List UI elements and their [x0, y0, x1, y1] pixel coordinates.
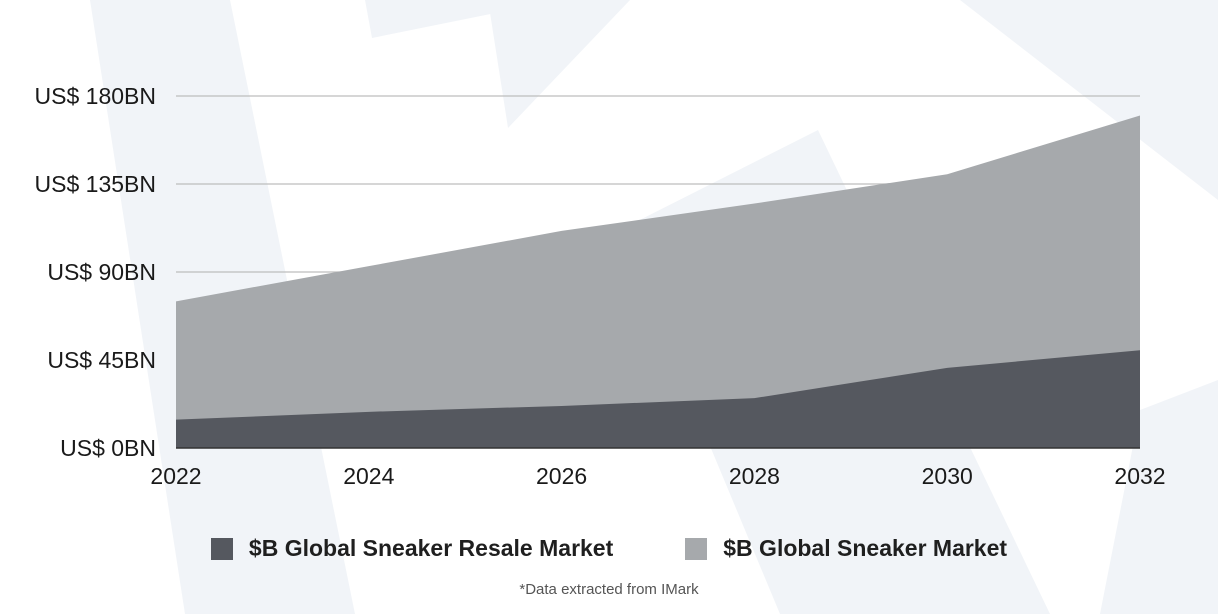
y-tick-label: US$ 90BN	[47, 259, 156, 285]
chart-legend: $B Global Sneaker Resale Market $B Globa…	[0, 535, 1218, 562]
x-tick-label: 2026	[536, 463, 587, 489]
area-series-resale-market	[176, 350, 1140, 448]
area-series-sneaker-market	[176, 115, 1140, 449]
x-tick-label: 2030	[922, 463, 973, 489]
legend-swatch-market	[685, 537, 708, 560]
legend-label-market: $B Global Sneaker Market	[723, 535, 1008, 561]
y-tick-label: US$ 135BN	[35, 171, 156, 197]
legend-item-sneaker-market: $B Global Sneaker Market	[685, 535, 1007, 562]
legend-label-resale: $B Global Sneaker Resale Market	[248, 535, 614, 561]
area-series	[176, 115, 1140, 449]
data-source-footnote: *Data extracted from IMark	[519, 581, 699, 598]
x-axis-tick-labels: 2022 2024 2026 2028 2030 2032	[150, 463, 1165, 489]
y-axis-tick-labels: US$ 0BN US$ 45BN US$ 90BN US$ 135BN US$ 180B…	[35, 83, 156, 461]
legend-item-resale-market: $B Global Sneaker Resale Market	[210, 535, 614, 562]
x-tick-label: 2022	[150, 463, 201, 489]
x-tick-label: 2028	[729, 463, 780, 489]
y-tick-label: US$ 180BN	[35, 83, 156, 109]
y-tick-label: US$ 45BN	[47, 347, 156, 373]
legend-swatch-resale	[210, 537, 233, 560]
x-tick-label: 2032	[1114, 463, 1165, 489]
y-tick-label: US$ 0BN	[60, 435, 156, 461]
x-tick-label: 2024	[343, 463, 394, 489]
